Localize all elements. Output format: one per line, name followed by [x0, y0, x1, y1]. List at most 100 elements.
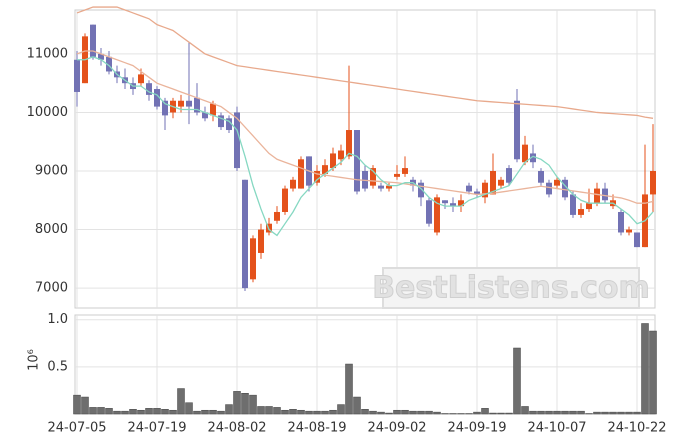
- candle-body: [90, 24, 96, 57]
- candle-body: [426, 200, 432, 224]
- candle-body: [322, 165, 328, 174]
- candle-body: [242, 179, 248, 289]
- candle-body: [146, 83, 152, 95]
- candle-body: [618, 211, 624, 233]
- volume-bar: [417, 410, 425, 415]
- y-tick-label: 0.5: [47, 359, 68, 374]
- volume-bar: [113, 410, 121, 415]
- volume-bar: [337, 404, 345, 415]
- candle-body: [634, 232, 640, 248]
- volume-bar: [121, 410, 129, 415]
- candle-body: [154, 89, 160, 107]
- volume-bar: [265, 406, 273, 415]
- volume-bar: [329, 409, 337, 415]
- candle-body: [74, 59, 80, 92]
- volume-bar: [617, 411, 625, 415]
- candle-body: [274, 211, 280, 221]
- x-tick-label: 24-07-05: [47, 421, 106, 436]
- candle-body: [186, 100, 192, 107]
- x-tick-label: 24-09-02: [367, 421, 426, 436]
- volume-bar: [73, 394, 81, 415]
- candle-body: [570, 194, 576, 215]
- volume-bar: [185, 402, 193, 415]
- candle-body: [138, 74, 144, 84]
- volume-bar: [545, 410, 553, 415]
- candle-body: [298, 159, 304, 189]
- candle-body: [98, 53, 104, 60]
- x-tick-label: 24-10-22: [607, 421, 666, 436]
- volume-bar: [569, 410, 577, 415]
- volume-bar: [353, 396, 361, 415]
- volume-panel: [74, 314, 656, 415]
- candle-body: [530, 153, 536, 163]
- candle-body: [578, 209, 584, 215]
- moving-average-line: [77, 56, 654, 237]
- volume-bar: [361, 409, 369, 415]
- volume-bar: [305, 410, 313, 415]
- candle-body: [466, 185, 472, 192]
- moving-average-line: [76, 6, 654, 119]
- candle-body: [234, 112, 240, 169]
- candle-body: [162, 100, 168, 116]
- volume-bar: [161, 409, 169, 415]
- candle-body: [218, 115, 224, 128]
- volume-bar: [169, 409, 177, 415]
- volume-bar: [633, 411, 641, 415]
- candle-body: [490, 171, 496, 195]
- volume-bar: [641, 323, 649, 415]
- volume-bar: [257, 406, 265, 415]
- candle-body: [106, 56, 112, 72]
- volume-bar: [153, 408, 161, 415]
- candle-body: [282, 188, 288, 212]
- candle-body: [226, 118, 232, 131]
- y-tick-label: 10000: [27, 105, 68, 120]
- candle-body: [522, 144, 528, 163]
- volume-bar: [649, 330, 657, 415]
- watermark-box: [382, 267, 640, 309]
- candle-body: [402, 168, 408, 174]
- y-tick-label: 9000: [35, 164, 68, 179]
- volume-bar: [489, 412, 497, 415]
- volume-bar: [97, 407, 105, 415]
- candle-body: [458, 200, 464, 207]
- volume-bar: [425, 410, 433, 415]
- candle-body: [554, 179, 560, 186]
- volume-bar: [369, 410, 377, 415]
- volume-bar: [593, 411, 601, 415]
- volume-bar: [233, 391, 241, 415]
- volume-bar: [513, 347, 521, 415]
- volume-bar: [225, 404, 233, 415]
- candle-body: [346, 130, 352, 157]
- candle-body: [434, 197, 440, 233]
- candle-body: [338, 150, 344, 160]
- x-tick-label: 24-07-19: [127, 421, 186, 436]
- candle-body: [626, 229, 632, 233]
- candle-body: [314, 171, 320, 183]
- volume-bar: [553, 410, 561, 415]
- volume-bar: [345, 363, 353, 415]
- candle-body: [474, 191, 480, 195]
- x-tick-label: 24-10-07: [527, 421, 586, 436]
- candle-body: [450, 203, 456, 207]
- volume-bar: [273, 407, 281, 415]
- volume-bar: [481, 408, 489, 415]
- volume-bar: [321, 410, 329, 415]
- volume-bar: [313, 410, 321, 415]
- candle-body: [514, 100, 520, 160]
- candle-body: [378, 185, 384, 189]
- y-tick-label: 11000: [27, 46, 68, 61]
- candle-body: [394, 173, 400, 177]
- y-tick-label: 7000: [35, 281, 68, 296]
- volume-bar: [377, 411, 385, 415]
- candle-body: [354, 130, 360, 192]
- volume-bar: [409, 410, 417, 415]
- candle-body: [562, 179, 568, 198]
- volume-bar: [577, 410, 585, 415]
- volume-bar: [521, 406, 529, 415]
- volume-bar: [393, 409, 401, 415]
- volume-bar: [201, 409, 209, 415]
- volume-bar: [537, 410, 545, 415]
- candle-body: [194, 97, 200, 113]
- watermark: BestListens.com: [372, 271, 650, 306]
